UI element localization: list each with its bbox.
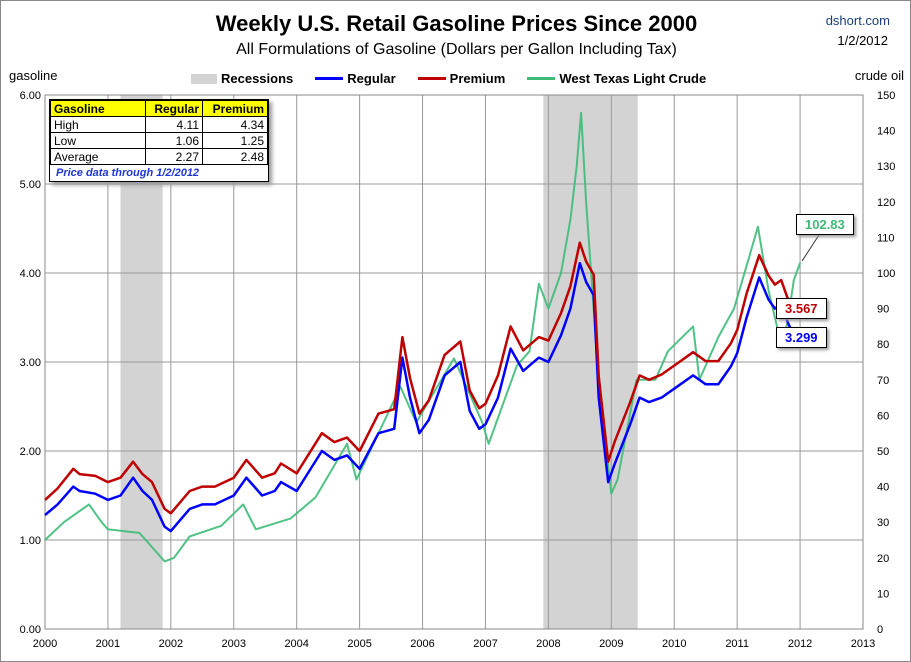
legend-label: Premium xyxy=(449,71,506,86)
y-tick-label: 3.00 xyxy=(20,357,41,369)
table-cell: Average xyxy=(50,148,146,165)
y2-tick-label: 10 xyxy=(877,588,889,600)
y2-tick-label: 100 xyxy=(877,268,895,280)
table-cell: 1.25 xyxy=(202,132,268,149)
x-tick-label: 2002 xyxy=(159,638,183,650)
x-tick-label: 2013 xyxy=(851,638,875,650)
x-tick-label: 2010 xyxy=(662,638,686,650)
y2-tick-label: 70 xyxy=(877,375,889,387)
y2-tick-label: 80 xyxy=(877,339,889,351)
y-tick-label: 5.00 xyxy=(20,179,41,191)
callout-premium: 3.567 xyxy=(776,298,827,319)
y2-tick-label: 60 xyxy=(877,410,889,422)
table-cell: 2.48 xyxy=(202,148,268,165)
x-tick-label: 2007 xyxy=(473,638,497,650)
legend: Recessions Regular Premium West Texas Li… xyxy=(191,71,706,86)
legend-label: Regular xyxy=(347,71,396,86)
y2-tick-label: 150 xyxy=(877,90,895,102)
y2-tick-label: 120 xyxy=(877,197,895,209)
legend-swatch xyxy=(527,77,556,80)
x-tick-label: 2009 xyxy=(599,638,623,650)
table-cell: Low xyxy=(50,132,146,149)
legend-swatch xyxy=(191,73,217,84)
y-tick-label: 6.00 xyxy=(20,90,41,102)
series-line-premium xyxy=(44,241,801,515)
table-row: Low 1.06 1.25 xyxy=(50,132,268,149)
x-tick-label: 2004 xyxy=(284,638,308,650)
y2-tick-label: 140 xyxy=(877,126,895,138)
y-tick-label: 4.00 xyxy=(20,268,41,280)
legend-label: Recessions xyxy=(221,71,294,86)
x-tick-label: 2008 xyxy=(536,638,560,650)
plot-border xyxy=(44,94,864,630)
x-tick-label: 2003 xyxy=(222,638,246,650)
y2-tick-label: 20 xyxy=(877,553,889,565)
table-cell: 4.34 xyxy=(202,116,268,133)
legend-label: West Texas Light Crude xyxy=(559,71,707,86)
y-tick-label: 1.00 xyxy=(20,535,41,547)
x-tick-label: 2006 xyxy=(410,638,434,650)
legend-premium: Premium xyxy=(417,71,506,86)
table-cell: 2.27 xyxy=(145,148,203,165)
y2-tick-label: 90 xyxy=(877,304,889,316)
chart-title: Weekly U.S. Retail Gasoline Prices Since… xyxy=(215,11,698,36)
x-tick-label: 2012 xyxy=(788,638,812,650)
x-tick-label: 2005 xyxy=(347,638,371,650)
table-header: Premium xyxy=(202,100,268,117)
x-tick-label: 2000 xyxy=(33,638,57,650)
chart-subtitle: All Formulations of Gasoline (Dollars pe… xyxy=(236,41,677,58)
x-tick-label: 2001 xyxy=(96,638,120,650)
date-label: 1/2/2012 xyxy=(837,33,888,48)
table-cell: High xyxy=(50,116,146,133)
legend-recessions: Recessions xyxy=(191,71,293,86)
y2-axis-label: crude oil xyxy=(854,68,904,83)
table-row: High 4.11 4.34 xyxy=(50,116,268,133)
callout-regular: 3.299 xyxy=(776,327,827,348)
callout-crude: 102.83 xyxy=(796,214,854,235)
table-note: Price data through 1/2/2012 xyxy=(56,167,200,179)
legend-regular: Regular xyxy=(315,71,396,86)
legend-crude: West Texas Light Crude xyxy=(527,71,706,86)
y2-tick-label: 40 xyxy=(877,482,889,494)
table-header: Regular xyxy=(145,100,203,117)
table-header: Gasoline xyxy=(50,100,146,117)
legend-swatch xyxy=(417,77,446,80)
y-axis-label: gasoline xyxy=(9,68,58,83)
y-tick-label: 0.00 xyxy=(20,624,41,636)
x-tick-label: 2011 xyxy=(725,638,749,650)
y-tick-label: 2.00 xyxy=(20,446,41,458)
y2-tick-label: 30 xyxy=(877,517,889,529)
y2-tick-label: 0 xyxy=(877,624,883,636)
table-cell: 4.11 xyxy=(145,116,203,133)
series-line-west-texas-light-crude xyxy=(44,111,802,563)
source-label: dshort.com xyxy=(825,13,890,28)
callout-leader xyxy=(801,234,820,262)
series-line-regular xyxy=(44,261,801,533)
table-row: Average 2.27 2.48 xyxy=(50,148,268,165)
y2-tick-label: 50 xyxy=(877,446,889,458)
y2-tick-label: 110 xyxy=(877,232,895,244)
legend-swatch xyxy=(315,77,344,80)
table-cell: 1.06 xyxy=(145,132,203,149)
stats-table: Gasoline Regular Premium High 4.11 4.34 Low 1… xyxy=(49,99,269,182)
y2-tick-label: 130 xyxy=(877,161,895,173)
